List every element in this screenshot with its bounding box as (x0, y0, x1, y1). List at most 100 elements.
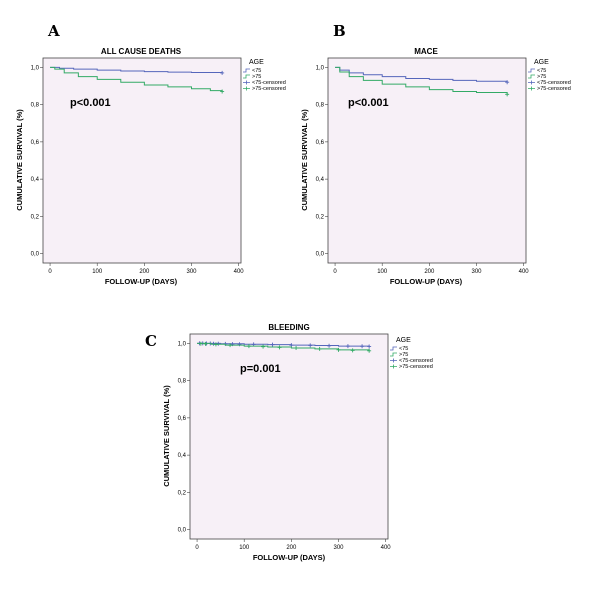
x-tick-label: 400 (519, 269, 530, 275)
legend-entry: <75 (399, 346, 408, 352)
censor-mark (277, 345, 282, 350)
y-tick-label: 0,6 (178, 416, 187, 422)
x-tick-label: 400 (381, 545, 392, 551)
x-tick-label: 200 (286, 545, 297, 551)
censor-mark (505, 92, 510, 97)
chart-panel-b: B MACE 0,0 0,2 0,4 0,6 0,8 1,0 0 100 200 300 400 FOLL… (300, 22, 571, 286)
y-tick-label: 0,8 (178, 379, 187, 385)
legend-swatch (390, 358, 397, 363)
censor-mark (216, 341, 221, 346)
plot-area (42, 57, 242, 264)
x-tick-label: 400 (234, 269, 245, 275)
legend-title: AGE (396, 337, 411, 344)
chart-title: BLEEDING (268, 323, 309, 332)
censor-mark (360, 344, 365, 349)
legend-swatch (243, 86, 250, 91)
censor-mark (289, 343, 294, 348)
p-value-annotation: p<0.001 (70, 97, 111, 109)
panel-letter: B (333, 22, 346, 40)
legend-entry: >75-censored (399, 364, 433, 370)
x-tick-label: 300 (333, 545, 344, 551)
legend-swatch (528, 74, 535, 79)
x-tick-label: 200 (424, 269, 435, 275)
plot-area (327, 57, 527, 264)
x-axis-label: FOLLOW-UP (DAYS) (105, 277, 178, 286)
x-tick-label: 100 (92, 269, 103, 275)
panel-letter: C (145, 332, 157, 350)
censor-mark (220, 70, 225, 75)
legend-swatch (390, 346, 397, 351)
x-tick-label: 100 (377, 269, 388, 275)
y-tick-label: 0,2 (178, 490, 187, 496)
series-line-over75 (50, 66, 223, 92)
chart-title: ALL CAUSE DEATHS (101, 47, 182, 56)
x-tick-label: 300 (186, 269, 197, 275)
x-axis-label: FOLLOW-UP (DAYS) (253, 553, 326, 562)
censor-mark (211, 341, 216, 346)
censor-mark (350, 348, 355, 353)
legend-entry: <75 (537, 68, 546, 74)
y-tick-label: 0,8 (316, 103, 325, 109)
y-tick-label: 1,0 (178, 341, 187, 347)
y-tick-label: 0,0 (31, 252, 40, 258)
y-tick-label: 0,4 (178, 453, 187, 459)
x-tick-label: 200 (139, 269, 150, 275)
censor-mark (203, 341, 208, 346)
y-tick-label: 1,0 (316, 65, 325, 71)
x-tick-label: 0 (48, 269, 52, 275)
legend-swatch (243, 80, 250, 85)
legend-swatch (390, 352, 397, 357)
censor-mark (317, 346, 322, 351)
censor-mark (327, 343, 332, 348)
legend-swatch (243, 74, 250, 79)
legend-entry: >75-censored (537, 86, 571, 92)
plot-area (189, 333, 389, 540)
legend-entry: <75 (252, 68, 261, 74)
censor-mark (261, 344, 266, 349)
censor-mark (367, 348, 372, 353)
y-axis-label: CUMULATIVE SURVIVAL (%) (15, 109, 24, 211)
censor-mark (220, 89, 225, 94)
y-tick-label: 0,0 (316, 252, 325, 258)
legend-entry: <75-censored (252, 80, 286, 86)
series-line-over75 (335, 66, 508, 95)
panel-letter: A (47, 22, 60, 40)
censor-mark (270, 342, 275, 347)
censor-mark (228, 343, 233, 348)
x-axis-label: FOLLOW-UP (DAYS) (390, 277, 463, 286)
legend-title: AGE (534, 59, 549, 66)
censor-mark (367, 344, 372, 349)
legend-swatch (528, 68, 535, 73)
legend-swatch (243, 68, 250, 73)
chart-panel-c: C BLEEDING 0,0 0,2 0,4 0,6 0,8 1,0 0 100 200 300 400… (145, 323, 433, 562)
p-value-annotation: p<0.001 (348, 97, 389, 109)
p-value-annotation: p=0.001 (240, 363, 281, 375)
censor-mark (213, 342, 218, 347)
censor-mark (294, 345, 299, 350)
y-tick-label: 0,4 (316, 177, 325, 183)
x-tick-label: 0 (195, 545, 199, 551)
legend-entry: >75 (537, 74, 546, 80)
chart-title: MACE (414, 47, 438, 56)
censor-mark (308, 343, 313, 348)
legend-swatch (528, 86, 535, 91)
censor-mark (505, 80, 510, 85)
y-tick-label: 0,2 (316, 214, 325, 220)
y-tick-label: 0,2 (31, 214, 40, 220)
legend-entry: >75 (252, 74, 261, 80)
censor-mark (345, 344, 350, 349)
y-tick-label: 0,6 (316, 140, 325, 146)
legend-title: AGE (249, 59, 264, 66)
y-tick-label: 0,0 (178, 528, 187, 534)
legend-entry: <75-censored (537, 80, 571, 86)
x-tick-label: 100 (239, 545, 250, 551)
y-tick-label: 0,6 (31, 140, 40, 146)
legend-entry: >75 (399, 352, 408, 358)
x-tick-label: 300 (471, 269, 482, 275)
y-axis-label: CUMULATIVE SURVIVAL (%) (162, 385, 171, 487)
legend-entry: <75-censored (399, 358, 433, 364)
series-line-under75 (335, 66, 508, 83)
censor-mark (198, 341, 203, 346)
x-tick-label: 0 (333, 269, 337, 275)
